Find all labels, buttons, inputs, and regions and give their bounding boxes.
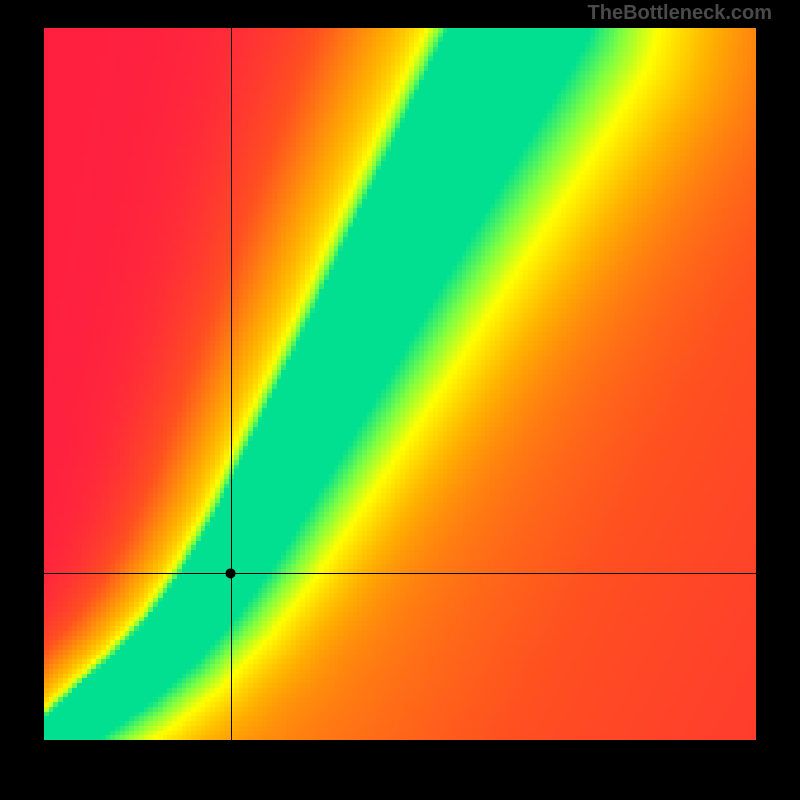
bottleneck-heatmap [44,28,756,740]
watermark-text: TheBottleneck.com [588,2,772,25]
heatmap-canvas [44,28,756,740]
